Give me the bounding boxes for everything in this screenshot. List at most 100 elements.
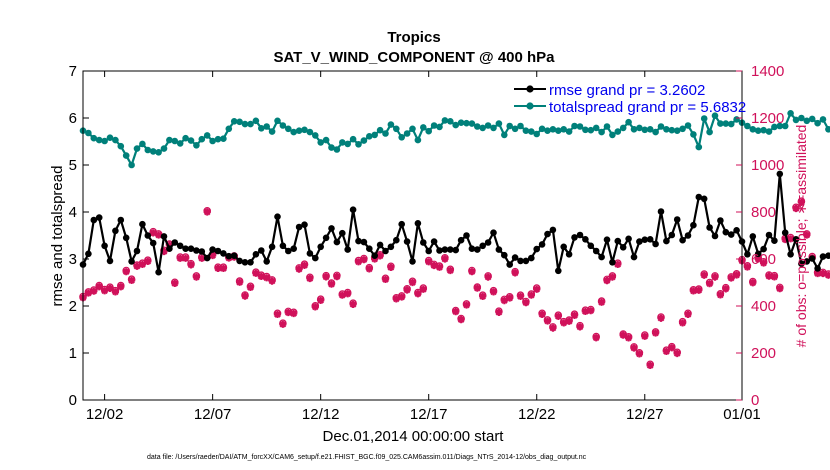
totalspread-point-106	[652, 128, 659, 136]
rmse-point-34	[263, 258, 271, 265]
totalspread-point-100	[619, 124, 627, 132]
y2-tick-label: 1400	[751, 63, 784, 80]
of-obs-assimilated-point-8	[122, 268, 130, 276]
totalspread-point-72	[468, 120, 476, 127]
rmse-point-84	[533, 245, 540, 253]
totalspread-point-62	[414, 136, 422, 144]
totalspread-point-82	[522, 127, 530, 134]
rmse-point-103	[636, 238, 643, 245]
of-obs-assimilated-point-33	[257, 272, 265, 280]
rmse-point-82	[522, 257, 530, 265]
totalspread-point-131	[787, 110, 794, 117]
of-obs-assimilated-point-14	[155, 231, 163, 239]
totalspread-point-102	[630, 126, 638, 133]
rmse-point-116	[706, 224, 713, 231]
of-obs-assimilated-point-102	[630, 344, 638, 352]
rmse-point-78	[501, 251, 508, 259]
rmse-point-130	[781, 229, 789, 236]
y-axis-right: 0 200 400 600 800 1000 1200 1400	[736, 63, 784, 409]
totalspread-point-21	[193, 142, 200, 149]
rmse-point-132	[792, 236, 800, 243]
of-obs-assimilated-point-9	[128, 276, 136, 284]
totalspread-point-112	[684, 122, 692, 129]
of-obs-assimilated-point-129	[776, 285, 784, 293]
totalspread-point-98	[609, 131, 616, 139]
totalspread-point-23	[203, 132, 211, 139]
of-obs-assimilated-point-73	[473, 284, 481, 292]
of-obs-assimilated-point-12	[144, 257, 152, 265]
totalspread-point-116	[706, 128, 713, 136]
totalspread-point-29	[236, 118, 243, 126]
y-tick-label: 2	[69, 298, 77, 315]
rmse-point-38	[285, 247, 292, 255]
totalspread-point-2	[90, 134, 98, 142]
totalspread-point-24	[209, 137, 216, 145]
of-obs-assimilated-point-109	[668, 344, 676, 352]
totalspread-point-58	[393, 125, 400, 133]
totalspread-point-12	[144, 146, 152, 154]
rmse-point-124	[749, 233, 757, 240]
totalspread-point-92	[576, 123, 584, 130]
totalspread-point-50	[349, 135, 357, 143]
of-obs-assimilated-point-138	[824, 271, 830, 279]
totalspread-point-37	[279, 122, 287, 129]
rmse-point-43	[312, 254, 319, 262]
chart-title: Tropics	[387, 29, 440, 46]
of-obs-assimilated-point-124	[749, 279, 757, 287]
of-obs-assimilated-point-22	[198, 254, 206, 262]
totalspread-point-124	[749, 126, 757, 133]
x-tick-label: 12/17	[410, 406, 448, 423]
of-obs-assimilated-point-52	[360, 256, 368, 264]
of-obs-assimilated-point-126	[760, 259, 768, 267]
totalspread-point-45	[322, 136, 330, 144]
rmse-point-109	[668, 231, 676, 239]
rmse-point-33	[258, 247, 265, 254]
rmse-point-55	[376, 241, 384, 249]
of-obs-assimilated-point-11	[138, 260, 147, 269]
totalspread-point-52	[360, 137, 368, 144]
rmse-point-64	[425, 247, 433, 255]
y2-tick-label: 800	[751, 204, 776, 221]
of-obs-assimilated-point-137	[819, 269, 827, 278]
of-obs-assimilated-point-4	[101, 287, 109, 295]
of-obs-assimilated-point-31	[246, 283, 255, 292]
of-obs-assimilated-point-41	[300, 261, 309, 269]
of-obs-assimilated-point-34	[263, 274, 271, 282]
y2-tick-label: 600	[751, 251, 776, 268]
totalspread-point-75	[484, 122, 492, 129]
of-obs-assimilated-point-97	[603, 277, 611, 285]
rmse-point-49	[344, 246, 352, 253]
of-obs-assimilated-point-86	[543, 317, 552, 325]
of-obs-assimilated-point-81	[516, 292, 525, 300]
of-obs-assimilated-point-128	[770, 273, 779, 281]
rmse-point-111	[679, 236, 686, 244]
totalspread-point-41	[301, 126, 308, 134]
totalspread-point-134	[803, 117, 811, 125]
of-obs-assimilated-point-26	[219, 264, 228, 272]
totalspread-point-127	[765, 128, 773, 135]
of-obs-assimilated-point-54	[371, 255, 379, 263]
totalspread-point-123	[744, 122, 751, 130]
rmse-point-24	[209, 246, 216, 253]
legend: rmse grand pr = 3.2602 totalspread grand…	[514, 82, 746, 116]
rmse-point-113	[690, 221, 697, 229]
totalspread-point-83	[528, 128, 535, 135]
totalspread-point-18	[176, 140, 184, 147]
of-obs-assimilated-point-112	[684, 310, 692, 319]
of-obs-assimilated-point-29	[236, 278, 244, 286]
totalspread-point-114	[695, 143, 703, 151]
of-obs-assimilated-point-66	[435, 263, 444, 271]
rmse-point-134	[803, 258, 811, 265]
totalspread-point-60	[403, 130, 411, 137]
of-obs-assimilated-point-91	[570, 311, 579, 319]
of-obs-assimilated-point-125	[754, 255, 762, 263]
of-obs-assimilated-point-84	[533, 285, 541, 293]
totalspread-point-74	[479, 124, 487, 132]
rmse-point-32	[252, 251, 260, 258]
y-tick-label: 3	[69, 251, 77, 268]
totalspread-point-27	[225, 125, 233, 133]
rmse-point-117	[711, 232, 719, 240]
rmse-point-133	[798, 260, 805, 268]
of-obs-assimilated-point-104	[641, 332, 649, 340]
totalspread-point-88	[555, 127, 562, 134]
